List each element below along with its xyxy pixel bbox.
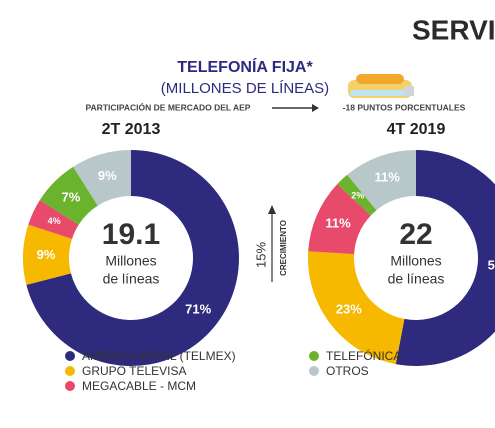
subtitle: TELEFONÍA FIJA* bbox=[177, 57, 313, 76]
right-note: -18 PUNTOS PORCENTUALES bbox=[343, 102, 466, 112]
growth-arrow bbox=[268, 205, 276, 282]
donut-segment bbox=[26, 150, 239, 366]
center-label: Millones bbox=[390, 253, 441, 269]
donut-segment bbox=[22, 224, 73, 285]
period: 2T 2013 bbox=[102, 121, 161, 138]
donut-segment bbox=[347, 150, 416, 211]
donut-segment bbox=[73, 150, 131, 206]
legend-label: GRUPO TELEVISA bbox=[82, 364, 186, 378]
segment-label: 23% bbox=[336, 302, 362, 317]
segment-label: 4% bbox=[48, 216, 61, 226]
segment-label: 9% bbox=[37, 247, 56, 262]
segment-label: 2% bbox=[351, 190, 364, 200]
center-label: Millones bbox=[105, 253, 156, 269]
segment-label: 7% bbox=[61, 189, 80, 204]
donut-segment bbox=[337, 174, 377, 216]
legend-label: OTROS bbox=[326, 364, 369, 378]
legend-label: AMÉRICA MÓVIL (TELMEX) bbox=[82, 348, 236, 363]
phone-icon bbox=[348, 74, 414, 98]
legend-marker bbox=[65, 351, 75, 361]
growth-value: 15% bbox=[253, 242, 268, 268]
donut-segment bbox=[308, 184, 371, 255]
segment-label: 11% bbox=[325, 216, 351, 231]
legend-marker bbox=[65, 366, 75, 376]
center-label: de líneas bbox=[388, 271, 445, 287]
donut-segment bbox=[308, 251, 405, 365]
donut-segment bbox=[395, 150, 495, 366]
arrow bbox=[272, 104, 319, 112]
page-title: SERVIC bbox=[412, 14, 495, 45]
legend-marker bbox=[65, 381, 75, 391]
center-value: 22 bbox=[399, 218, 432, 251]
segment-label: 53% bbox=[488, 257, 495, 272]
legend-label: TELEFÓNICA bbox=[326, 348, 401, 363]
unit: (MILLONES DE LÍNEAS) bbox=[161, 80, 329, 97]
donut-segment bbox=[28, 200, 79, 239]
legend-label: MEGACABLE - MCM bbox=[82, 379, 196, 393]
segment-label: 11% bbox=[375, 169, 401, 184]
segment-label: 9% bbox=[98, 168, 117, 183]
segment-label: 71% bbox=[185, 302, 211, 317]
legend-marker bbox=[309, 351, 319, 361]
period: 4T 2019 bbox=[387, 121, 446, 138]
left-note: PARTICIPACIÓN DE MERCADO DEL AEP bbox=[86, 101, 251, 112]
center-value: 19.1 bbox=[102, 218, 160, 251]
growth-label: CRECIMIENTO bbox=[279, 220, 288, 276]
donut-segment bbox=[39, 166, 98, 225]
center-label: de líneas bbox=[103, 271, 160, 287]
legend-marker bbox=[309, 366, 319, 376]
